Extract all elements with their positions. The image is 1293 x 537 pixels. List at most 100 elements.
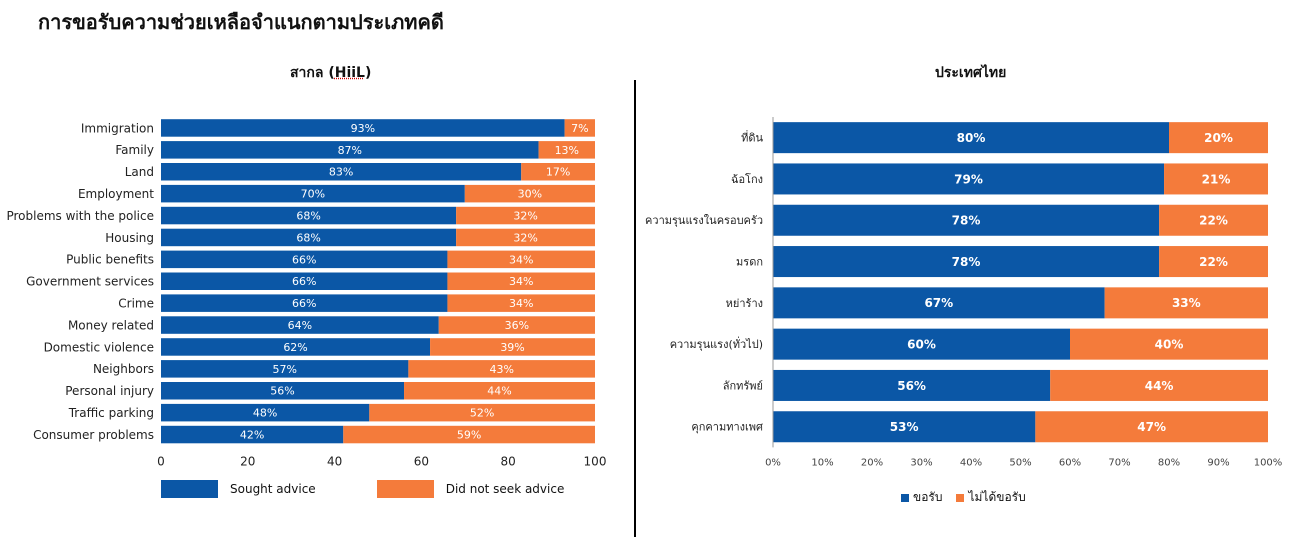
legend-label-sought: Sought advice <box>230 482 316 496</box>
bar-not-sought <box>1159 204 1268 236</box>
bar-not-sought <box>564 119 595 137</box>
data-label: 32% <box>513 231 537 244</box>
bar-not-sought <box>408 360 595 378</box>
x-tick-label: 10% <box>811 457 833 468</box>
bar-not-sought <box>1159 246 1268 278</box>
category-label: Consumer problems <box>33 428 154 442</box>
bar-sought <box>773 411 1036 443</box>
bar-not-sought <box>447 294 595 312</box>
data-label: 43% <box>489 363 513 376</box>
data-label: 44% <box>1145 379 1174 393</box>
data-label: 52% <box>470 407 494 420</box>
category-label: Personal injury <box>65 384 154 398</box>
category-label: Land <box>125 165 154 179</box>
bar-not-sought <box>404 382 595 400</box>
x-tick-label: 100% <box>1254 457 1283 468</box>
data-label: 53% <box>890 420 919 434</box>
x-tick-label: 20% <box>861 457 883 468</box>
bar-not-sought <box>430 338 595 356</box>
data-label: 66% <box>292 253 316 266</box>
category-label: Neighbors <box>93 362 154 376</box>
bar-sought <box>161 141 539 159</box>
data-label: 30% <box>518 188 542 201</box>
x-tick-label: 30% <box>910 457 932 468</box>
category-label: Crime <box>118 296 154 310</box>
data-label: 80% <box>957 131 986 145</box>
category-label: ฉ้อโกง <box>731 172 763 186</box>
bar-not-sought <box>521 163 595 181</box>
bar-sought <box>161 425 344 444</box>
data-label: 34% <box>509 275 533 288</box>
bar-not-sought <box>438 316 595 334</box>
data-label: 44% <box>487 385 511 398</box>
bar-sought <box>773 369 1051 401</box>
category-label: ลักทรัพย์ <box>723 379 763 392</box>
data-label: 62% <box>283 341 307 354</box>
data-label: 13% <box>555 144 579 157</box>
bar-sought <box>161 206 457 225</box>
legend-label-khorab: ขอรับ <box>913 490 943 504</box>
data-label: 68% <box>296 231 320 244</box>
bar-not-sought <box>1050 369 1268 401</box>
x-tick-label: 90% <box>1207 457 1229 468</box>
x-tick-label: 0 <box>157 455 165 469</box>
right-legend: ขอรับ ไม่ได้ขอรับ <box>901 488 1026 507</box>
data-label: 22% <box>1199 214 1228 228</box>
data-label: 57% <box>272 363 296 376</box>
x-tick-label: 70% <box>1108 457 1130 468</box>
data-label: 7% <box>571 122 588 135</box>
data-label: 56% <box>897 379 926 393</box>
bar-not-sought <box>1104 287 1268 319</box>
page-title: การขอรับความช่วยเหลือจำแนกตามประเภทคดี <box>38 10 444 34</box>
left-chart-title-prefix: สากล ( <box>290 65 335 81</box>
x-tick-label: 60% <box>1059 457 1081 468</box>
category-label: ความรุนแรง(ทั่วไป) <box>670 336 763 351</box>
data-label: 60% <box>907 337 936 351</box>
data-label: 64% <box>288 319 312 332</box>
category-label: Housing <box>105 231 154 245</box>
bar-sought <box>161 272 448 290</box>
data-label: 42% <box>240 429 264 442</box>
bar-sought <box>161 338 431 356</box>
bar-sought <box>161 250 448 269</box>
data-label: 59% <box>457 429 481 442</box>
bar-sought <box>161 228 457 247</box>
data-label: 56% <box>270 385 294 398</box>
legend-swatch-mai-dai-khorab <box>956 493 965 502</box>
category-label: หย่าร้าง <box>726 297 763 310</box>
left-chart-title-source: HiiL <box>334 65 365 81</box>
category-label: Employment <box>78 187 154 201</box>
data-label: 83% <box>329 166 353 179</box>
x-tick-label: 100 <box>584 455 607 469</box>
data-label: 67% <box>924 296 953 310</box>
category-label: คุกคามทางเพศ <box>691 421 763 434</box>
x-tick-label: 60 <box>414 455 429 469</box>
data-label: 66% <box>292 297 316 310</box>
bar-not-sought <box>1070 328 1268 360</box>
bar-sought <box>161 403 370 422</box>
legend-swatch-not-sought <box>376 480 434 498</box>
category-label: Government services <box>26 275 154 289</box>
data-label: 36% <box>505 319 529 332</box>
data-label: 78% <box>952 214 981 228</box>
bar-sought <box>161 184 465 203</box>
data-label: 79% <box>954 172 983 186</box>
bar-sought <box>773 163 1165 195</box>
legend-swatch-khorab <box>901 493 909 502</box>
bar-sought <box>773 328 1070 360</box>
data-label: 22% <box>1199 255 1228 269</box>
category-label: มรดก <box>736 256 763 269</box>
legend-label-mai-dai-khorab: ไม่ได้ขอรับ <box>968 490 1026 504</box>
data-label: 48% <box>253 407 277 420</box>
category-label: Public benefits <box>66 253 154 267</box>
data-label: 21% <box>1202 172 1231 186</box>
x-tick-label: 20 <box>240 455 255 469</box>
data-label: 39% <box>500 341 524 354</box>
right-chart-title: ประเทศไทย <box>935 65 1007 81</box>
category-label: Family <box>115 143 154 157</box>
bar-sought <box>773 246 1160 278</box>
bar-not-sought <box>464 184 595 203</box>
bar-sought <box>161 294 448 312</box>
data-label: 32% <box>513 210 537 223</box>
